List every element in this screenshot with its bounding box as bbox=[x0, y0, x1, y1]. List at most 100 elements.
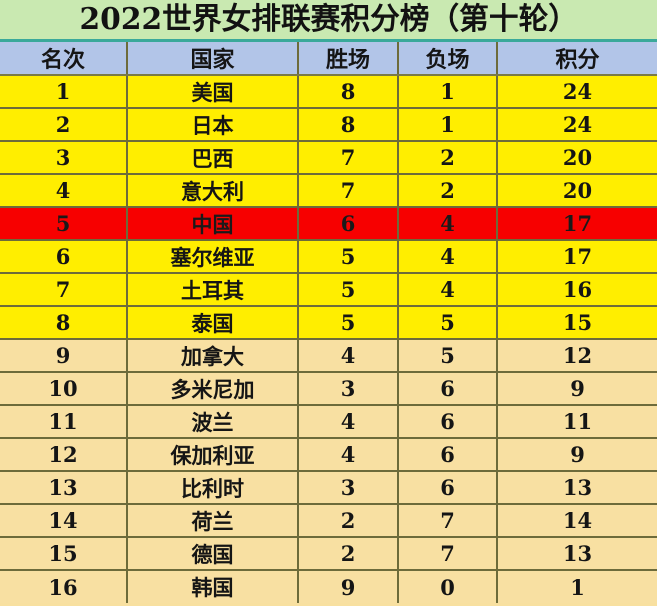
cell-team: 日本 bbox=[127, 108, 299, 142]
cell-rank: 1 bbox=[0, 75, 128, 109]
cell-rank: 10 bbox=[0, 372, 128, 406]
table-row: 12 保加利亚 4 6 9 bbox=[0, 438, 657, 472]
cell-wins: 9 bbox=[298, 570, 399, 603]
cell-losses: 2 bbox=[398, 141, 498, 175]
standings-table: 名次 国家 胜场 负场 积分 1 美国 8 1 24 2 日本 8 1 24 3 巴西 7 2 20 4 意大利… bbox=[0, 42, 657, 603]
table-row: 7 土耳其 5 4 16 bbox=[0, 273, 657, 307]
cell-losses: 1 bbox=[398, 108, 498, 142]
cell-rank: 11 bbox=[0, 405, 128, 439]
cell-team: 比利时 bbox=[127, 471, 299, 505]
cell-wins: 2 bbox=[298, 504, 399, 538]
cell-wins: 5 bbox=[298, 306, 399, 340]
column-header-points: 积分 bbox=[497, 42, 657, 76]
cell-wins: 4 bbox=[298, 405, 399, 439]
cell-losses: 6 bbox=[398, 372, 498, 406]
cell-team: 泰国 bbox=[127, 306, 299, 340]
table-body: 1 美国 8 1 24 2 日本 8 1 24 3 巴西 7 2 20 4 意大利 7 2 20 5 中国 6 4 17 6 塞尔维… bbox=[0, 75, 657, 603]
cell-rank: 7 bbox=[0, 273, 128, 307]
cell-wins: 3 bbox=[298, 372, 399, 406]
standings-table-container: 名次 国家 胜场 负场 积分 1 美国 8 1 24 2 日本 8 1 24 3 巴西 7 2 20 4 意大利… bbox=[0, 42, 657, 606]
cell-wins: 7 bbox=[298, 174, 399, 208]
cell-points: 24 bbox=[497, 108, 657, 142]
table-row: 5 中国 6 4 17 bbox=[0, 207, 657, 241]
cell-points: 14 bbox=[497, 504, 657, 538]
cell-wins: 4 bbox=[298, 339, 399, 373]
cell-rank: 16 bbox=[0, 570, 128, 603]
cell-points: 9 bbox=[497, 438, 657, 472]
table-row: 8 泰国 5 5 15 bbox=[0, 306, 657, 340]
cell-team: 巴西 bbox=[127, 141, 299, 175]
column-header-losses: 负场 bbox=[398, 42, 498, 76]
cell-wins: 5 bbox=[298, 273, 399, 307]
cell-rank: 2 bbox=[0, 108, 128, 142]
cell-rank: 15 bbox=[0, 537, 128, 571]
cell-losses: 5 bbox=[398, 339, 498, 373]
cell-points: 17 bbox=[497, 207, 657, 241]
column-header-team: 国家 bbox=[127, 42, 299, 76]
cell-wins: 3 bbox=[298, 471, 399, 505]
table-row: 14 荷兰 2 7 14 bbox=[0, 504, 657, 538]
cell-team: 波兰 bbox=[127, 405, 299, 439]
cell-points: 17 bbox=[497, 240, 657, 274]
cell-points: 20 bbox=[497, 141, 657, 175]
cell-team: 保加利亚 bbox=[127, 438, 299, 472]
cell-losses: 5 bbox=[398, 306, 498, 340]
table-row: 11 波兰 4 6 11 bbox=[0, 405, 657, 439]
cell-wins: 5 bbox=[298, 240, 399, 274]
table-row: 3 巴西 7 2 20 bbox=[0, 141, 657, 175]
cell-losses: 6 bbox=[398, 405, 498, 439]
cell-wins: 8 bbox=[298, 75, 399, 109]
cell-team: 土耳其 bbox=[127, 273, 299, 307]
table-row: 15 德国 2 7 13 bbox=[0, 537, 657, 571]
cell-team: 塞尔维亚 bbox=[127, 240, 299, 274]
cell-rank: 13 bbox=[0, 471, 128, 505]
cell-rank: 9 bbox=[0, 339, 128, 373]
cell-points: 9 bbox=[497, 372, 657, 406]
cell-team: 多米尼加 bbox=[127, 372, 299, 406]
cell-rank: 5 bbox=[0, 207, 128, 241]
cell-losses: 4 bbox=[398, 273, 498, 307]
table-head: 名次 国家 胜场 负场 积分 bbox=[0, 42, 657, 76]
cell-losses: 1 bbox=[398, 75, 498, 109]
cell-losses: 7 bbox=[398, 504, 498, 538]
cell-wins: 4 bbox=[298, 438, 399, 472]
table-row: 2 日本 8 1 24 bbox=[0, 108, 657, 142]
table-row: 4 意大利 7 2 20 bbox=[0, 174, 657, 208]
cell-losses: 4 bbox=[398, 207, 498, 241]
cell-team: 美国 bbox=[127, 75, 299, 109]
cell-losses: 2 bbox=[398, 174, 498, 208]
table-header-row: 名次 国家 胜场 负场 积分 bbox=[0, 42, 657, 76]
cell-points: 1 bbox=[497, 570, 657, 603]
cell-team: 荷兰 bbox=[127, 504, 299, 538]
cell-points: 24 bbox=[497, 75, 657, 109]
cell-wins: 6 bbox=[298, 207, 399, 241]
cell-losses: 0 bbox=[398, 570, 498, 603]
cell-points: 13 bbox=[497, 471, 657, 505]
cell-rank: 8 bbox=[0, 306, 128, 340]
cell-team: 韩国 bbox=[127, 570, 299, 603]
cell-losses: 7 bbox=[398, 537, 498, 571]
cell-points: 12 bbox=[497, 339, 657, 373]
cell-points: 13 bbox=[497, 537, 657, 571]
table-row: 1 美国 8 1 24 bbox=[0, 75, 657, 109]
cell-points: 11 bbox=[497, 405, 657, 439]
table-row: 6 塞尔维亚 5 4 17 bbox=[0, 240, 657, 274]
table-row: 13 比利时 3 6 13 bbox=[0, 471, 657, 505]
cell-rank: 14 bbox=[0, 504, 128, 538]
cell-team: 中国 bbox=[127, 207, 299, 241]
table-row: 10 多米尼加 3 6 9 bbox=[0, 372, 657, 406]
cell-wins: 2 bbox=[298, 537, 399, 571]
cell-losses: 6 bbox=[398, 471, 498, 505]
cell-team: 加拿大 bbox=[127, 339, 299, 373]
cell-points: 15 bbox=[497, 306, 657, 340]
cell-rank: 12 bbox=[0, 438, 128, 472]
cell-points: 16 bbox=[497, 273, 657, 307]
cell-team: 意大利 bbox=[127, 174, 299, 208]
column-header-wins: 胜场 bbox=[298, 42, 399, 76]
cell-team: 德国 bbox=[127, 537, 299, 571]
cell-points: 20 bbox=[497, 174, 657, 208]
column-header-rank: 名次 bbox=[0, 42, 128, 76]
table-row: 9 加拿大 4 5 12 bbox=[0, 339, 657, 373]
cell-wins: 8 bbox=[298, 108, 399, 142]
